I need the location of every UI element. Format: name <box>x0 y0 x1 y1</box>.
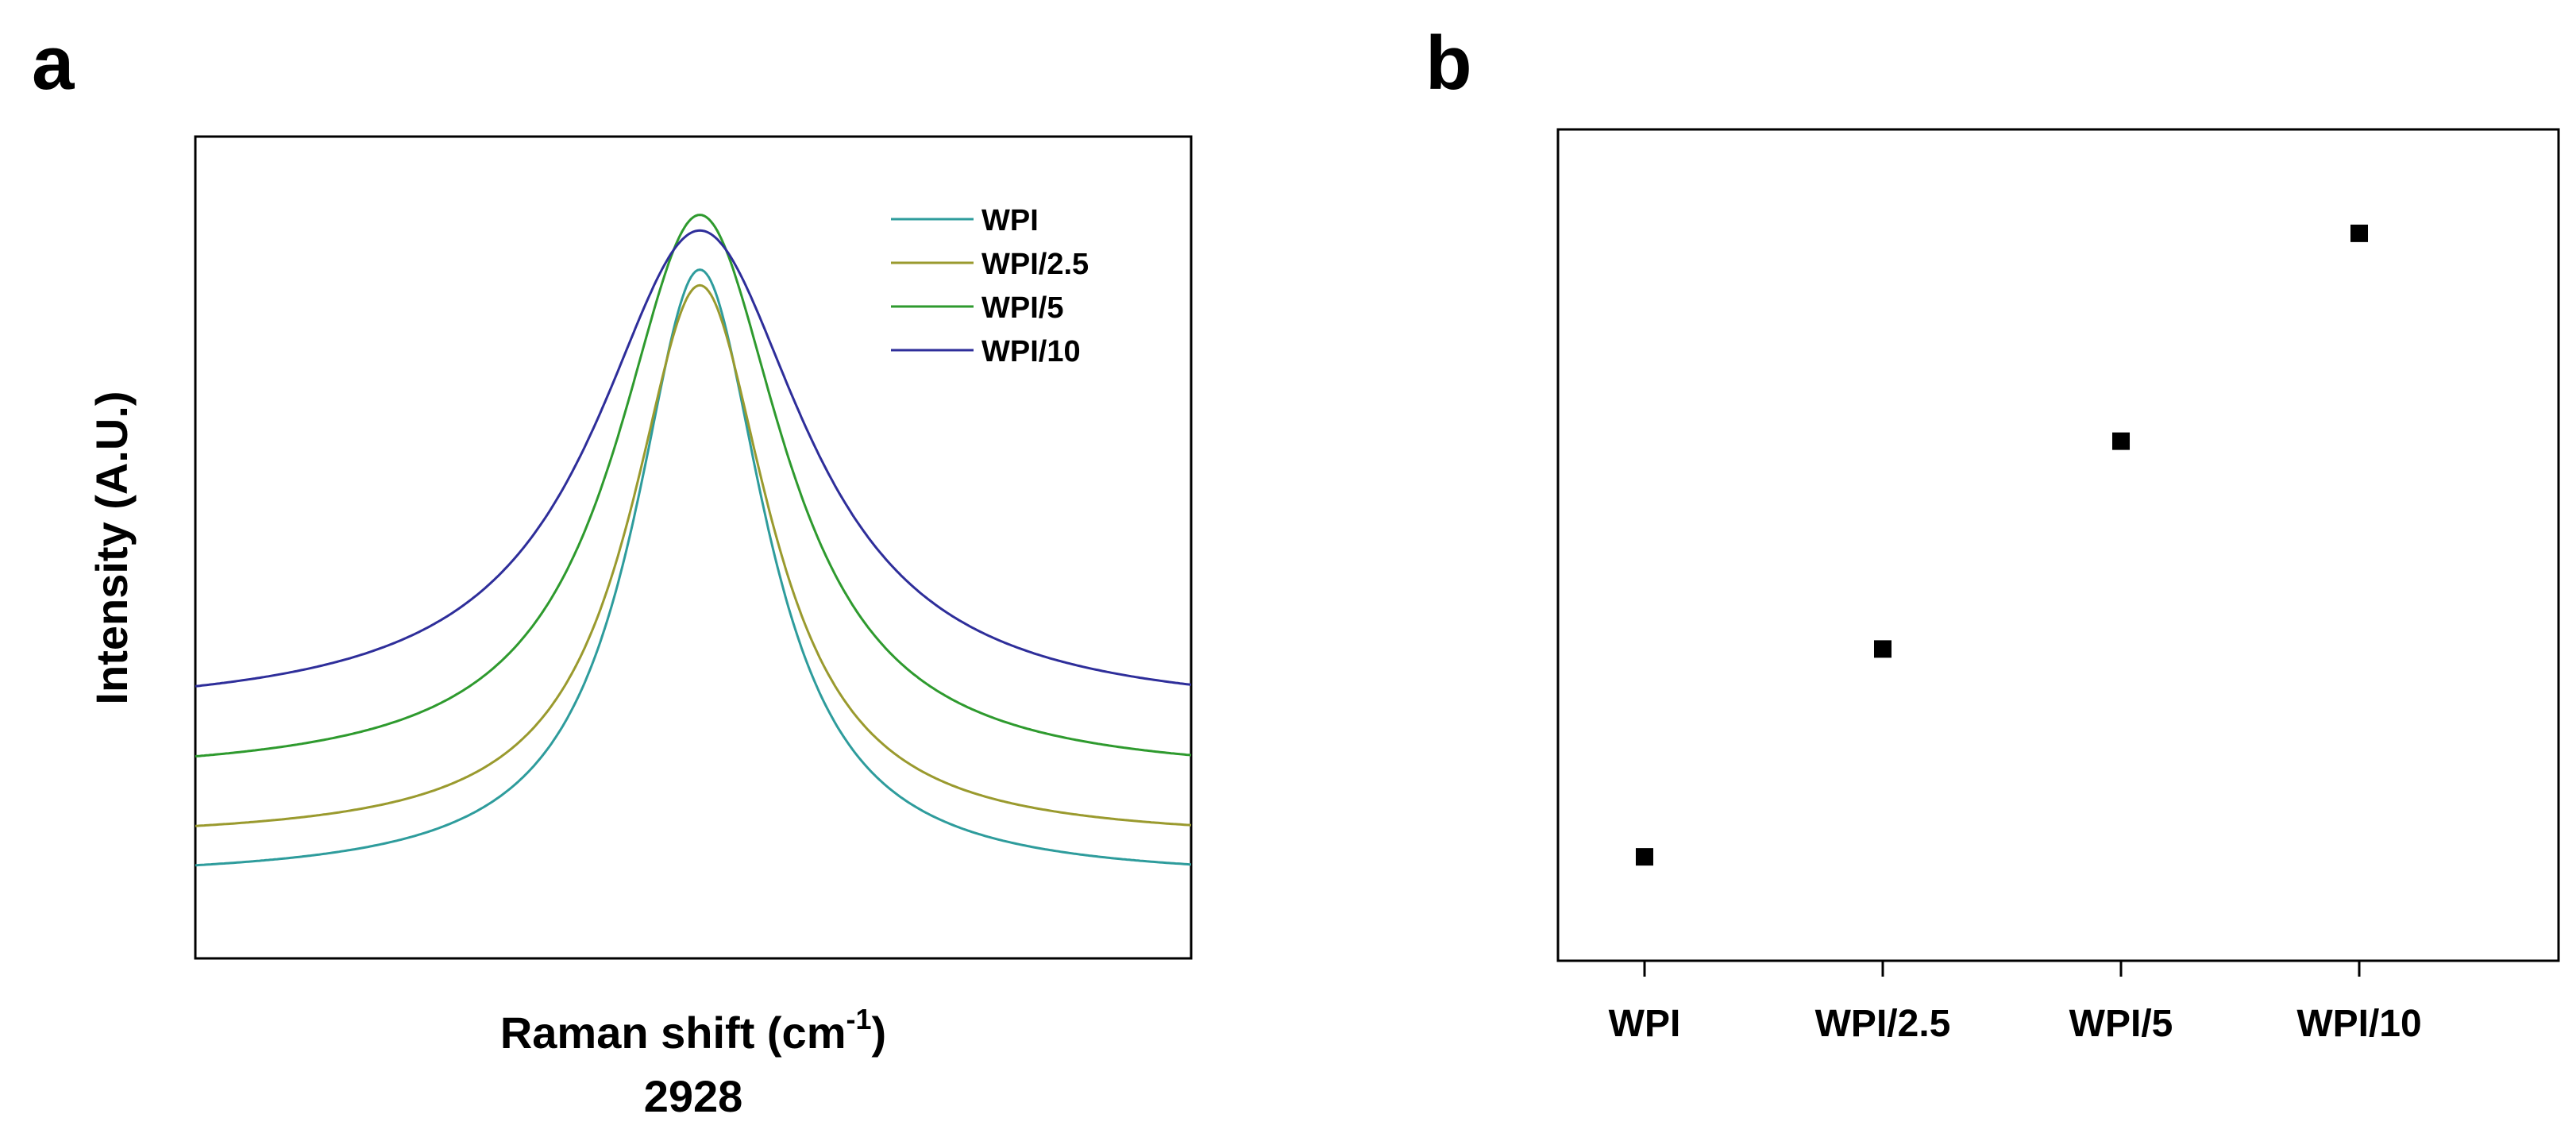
x-tick-label: WPI <box>1609 1003 1681 1045</box>
legend-label: WPI/2.5 <box>981 248 1089 281</box>
panel-a-x-axis-peak-label: 2928 <box>644 1071 743 1121</box>
panel-a-plot-frame <box>194 135 1193 960</box>
panel-b-plot-frame <box>1556 128 2560 962</box>
panel-b-points <box>1635 224 2369 866</box>
panel-a-series-group <box>195 214 1192 867</box>
panel-a-y-axis-title: Intensity (A.U.) <box>87 391 137 704</box>
panel-a-legend: WPI WPI/2.5 WPI/5 WPI/10 <box>891 204 1089 368</box>
panel-b-label: b <box>1425 21 1472 106</box>
data-point-wpi-5 <box>2112 432 2131 450</box>
legend-label: WPI/10 <box>981 335 1081 368</box>
x-tick-label: WPI/10 <box>2296 1003 2421 1045</box>
series-line-wpi-5 <box>195 214 1192 757</box>
panel-b-x-ticks <box>1643 961 2361 977</box>
legend-label: WPI/5 <box>981 291 1063 325</box>
panel-b-x-tick-labels: WPI WPI/2.5 WPI/5 WPI/10 <box>1609 1003 2422 1045</box>
panel-a-x-axis-title: Raman shift (cm-1) <box>500 1003 886 1058</box>
data-point-wpi-10 <box>2350 224 2369 242</box>
series-line-wpi <box>195 268 1192 867</box>
x-tick-label: WPI/2.5 <box>1815 1003 1951 1045</box>
x-tick-label: WPI/5 <box>2069 1003 2173 1045</box>
data-point-wpi-2-5 <box>1873 640 1892 658</box>
series-line-wpi-10 <box>195 229 1192 688</box>
legend-label: WPI <box>981 204 1039 237</box>
series-line-wpi-2-5 <box>195 283 1192 827</box>
data-point-wpi <box>1635 848 1653 866</box>
panel-a-label: a <box>32 21 75 106</box>
